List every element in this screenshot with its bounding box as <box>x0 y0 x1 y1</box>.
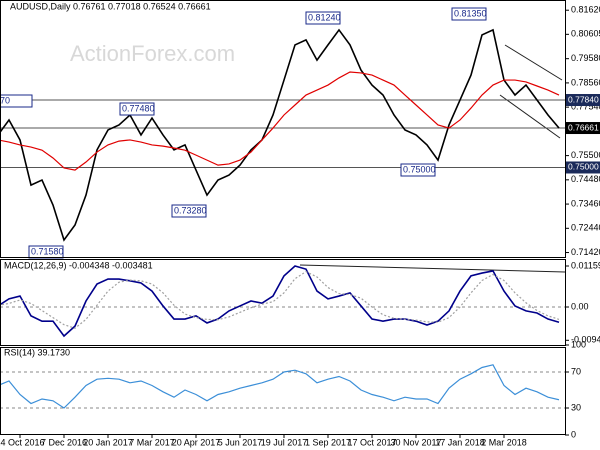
series-line <box>0 270 560 329</box>
series-line <box>0 28 560 242</box>
series-line <box>0 364 560 409</box>
x-tick-label: 20 Jan 2017 <box>83 437 133 447</box>
annotation-box <box>400 163 436 177</box>
x-tick-label: 20 Apr 2017 <box>172 437 221 447</box>
x-tick-label: 19 Jul 2017 <box>261 437 308 447</box>
price-box-label: 0.77840 <box>568 94 599 104</box>
panel-border <box>0 259 566 346</box>
y-tick-label: 70 <box>571 366 581 376</box>
annotation: 0.73280 <box>174 205 207 215</box>
channel-line <box>499 94 561 139</box>
price-box <box>566 122 600 135</box>
x-tick-label: 17 Oct 2017 <box>347 437 396 447</box>
annotation: 0.75000 <box>403 164 436 174</box>
annotation-box <box>0 94 33 108</box>
panel-title: RSI(14) 39.1730 <box>4 347 70 357</box>
panel-border <box>0 347 566 435</box>
trend-line <box>299 264 566 273</box>
x-tick-label: 2 Mar 2018 <box>481 437 527 447</box>
y-tick-label: -0.009406 <box>571 335 600 345</box>
y-tick-label: 0.01159 <box>571 260 600 270</box>
x-tick-label: 24 Oct 2016 <box>0 437 45 447</box>
x-tick-label: 5 Jun 2017 <box>218 437 263 447</box>
annotation-box <box>171 204 207 218</box>
y-tick-label: 0.80605 <box>571 29 600 39</box>
x-tick-label: 17 Jan 2018 <box>435 437 485 447</box>
series-line <box>0 265 560 338</box>
panel-border <box>0 0 566 258</box>
chart-title: AUDUSD,Daily 0.76761 0.77018 0.76524 0.7… <box>10 1 211 11</box>
x-tick-label: 1 Sep 2017 <box>305 437 351 447</box>
annotation: 0.81350 <box>454 8 487 18</box>
x-tick-label: 7 Mar 2017 <box>129 437 175 447</box>
price-box-label: 0.75000 <box>568 162 599 172</box>
annotation: 70 <box>0 95 10 105</box>
channel-line <box>504 44 563 81</box>
price-box-label: 0.76661 <box>568 122 599 132</box>
annotation-box <box>451 7 487 21</box>
annotation: 0.81240 <box>308 12 341 22</box>
price-box <box>566 94 600 107</box>
y-tick-label: 100 <box>571 339 586 349</box>
annotation-box <box>305 11 341 25</box>
annotation-box <box>119 102 155 116</box>
x-tick-label: 7 Dec 2016 <box>41 437 87 447</box>
y-tick-label: 0.00 <box>571 301 589 311</box>
y-tick-label: 0 <box>571 429 576 439</box>
series-line <box>0 71 560 171</box>
annotation: 0.77480 <box>122 103 155 113</box>
annotation: 0.71580 <box>31 246 64 256</box>
price-box <box>566 161 600 174</box>
y-tick-label: 30 <box>571 402 581 412</box>
x-tick-label: 30 Nov 2017 <box>390 437 441 447</box>
watermark: ActionForex.com <box>70 41 235 66</box>
panel-title: MACD(12,26,9) -0.004348 -0.003481 <box>4 260 153 270</box>
